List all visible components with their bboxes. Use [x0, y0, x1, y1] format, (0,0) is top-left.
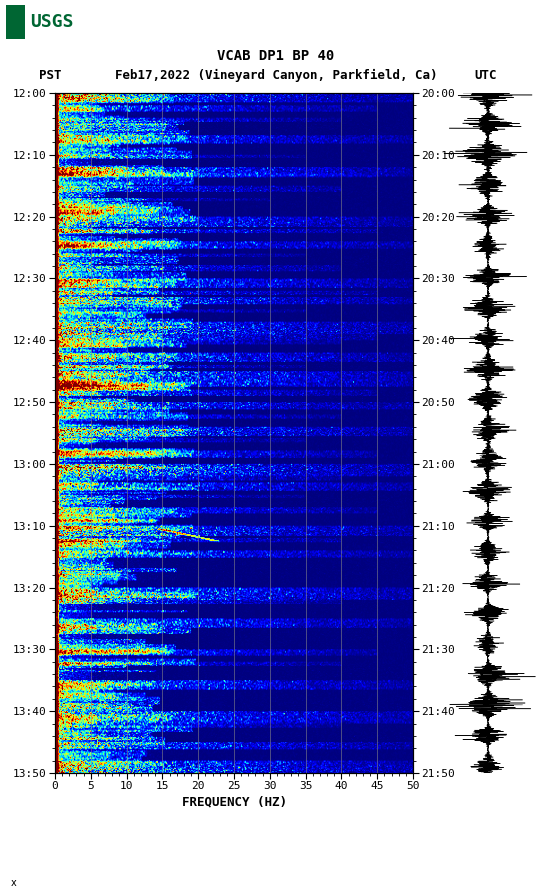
Text: Feb17,2022 (Vineyard Canyon, Parkfield, Ca): Feb17,2022 (Vineyard Canyon, Parkfield, …	[115, 69, 437, 81]
Text: UTC: UTC	[475, 69, 497, 81]
X-axis label: FREQUENCY (HZ): FREQUENCY (HZ)	[182, 796, 286, 808]
FancyBboxPatch shape	[6, 5, 25, 39]
Text: x: x	[11, 878, 17, 888]
Text: USGS: USGS	[30, 13, 74, 31]
Text: PST: PST	[39, 69, 61, 81]
Text: VCAB DP1 BP 40: VCAB DP1 BP 40	[217, 49, 335, 63]
